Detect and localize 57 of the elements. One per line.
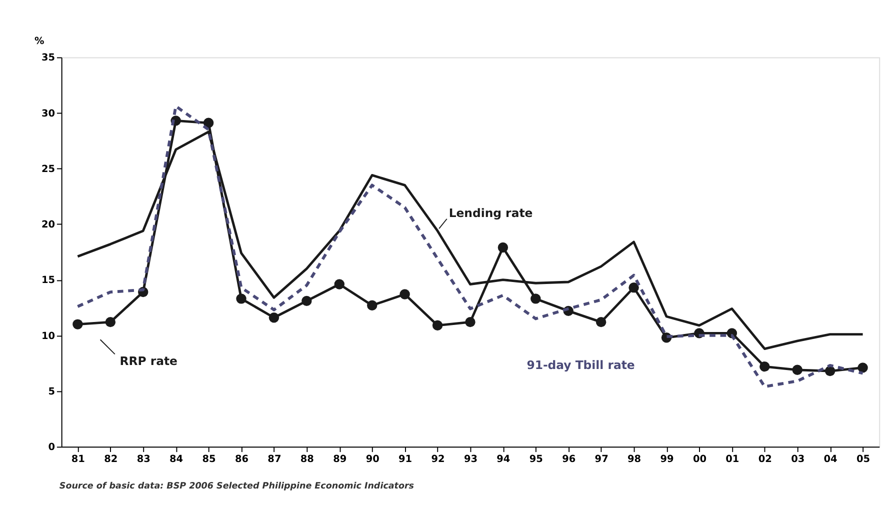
point	[72, 319, 83, 330]
point	[465, 316, 476, 328]
series-label: Lending rate	[448, 206, 533, 220]
x-tick-label: 01	[726, 454, 740, 465]
point	[432, 320, 443, 331]
x-tick-label: 88	[300, 454, 314, 465]
x-tick-label: 98	[628, 454, 642, 465]
point	[628, 282, 639, 293]
x-tick-label: 93	[464, 454, 478, 465]
y-tick-label: 0	[48, 442, 56, 454]
y-tick-label: 5	[48, 386, 56, 398]
text: RRP rate	[120, 354, 178, 368]
x-tick-label: 00	[692, 454, 707, 465]
y-tick-label: 25	[41, 164, 56, 175]
point	[268, 312, 280, 323]
point	[366, 300, 378, 310]
point	[858, 362, 868, 373]
y-tick-label: 35	[41, 52, 56, 64]
x-tick-label: 85	[202, 454, 216, 465]
y-tick-label: 15	[41, 275, 56, 286]
source-note: Source of basic data: BSP 2006 Selected Philippine Economic Indicators	[59, 482, 414, 492]
x-tick-label: 94	[496, 454, 510, 465]
y-tick-label: 30	[41, 108, 56, 120]
x-tick-label: 03	[791, 454, 805, 465]
x-tick-label: 91	[398, 454, 412, 465]
y-tick-label: 20	[41, 220, 56, 231]
point	[105, 316, 116, 328]
point	[792, 364, 802, 376]
x-tick-label: 90	[366, 454, 380, 465]
point	[236, 294, 246, 304]
point	[824, 366, 836, 376]
x-tick-label: 95	[529, 454, 544, 465]
x-tick-label: 84	[170, 454, 184, 465]
x-tick-label: 04	[824, 454, 838, 465]
x-tick-label: 02	[758, 454, 772, 465]
point	[498, 242, 508, 253]
point	[203, 118, 214, 128]
x-tick-label: 82	[104, 454, 118, 465]
y-tick-label: 10	[41, 330, 56, 342]
x-tick-label: 97	[594, 454, 608, 465]
point	[334, 279, 344, 290]
x-tick-label: 05	[856, 454, 870, 465]
y-axis-title: %	[34, 36, 45, 48]
point	[530, 294, 541, 304]
x-tick-label: 92	[431, 454, 445, 465]
point	[596, 316, 606, 328]
x-tick-label: 86	[234, 454, 249, 465]
point	[302, 296, 312, 306]
point	[400, 289, 410, 300]
x-tick-label: 99	[660, 454, 674, 465]
x-tick-label: 83	[136, 454, 150, 465]
text: 91-day Tbill rate	[526, 358, 635, 372]
x-tick-label: 87	[268, 454, 282, 465]
x-tick-label: 81	[71, 454, 86, 465]
point	[760, 361, 770, 372]
x-tick-label: 89	[333, 454, 347, 465]
x-tick-label: 96	[562, 454, 576, 465]
